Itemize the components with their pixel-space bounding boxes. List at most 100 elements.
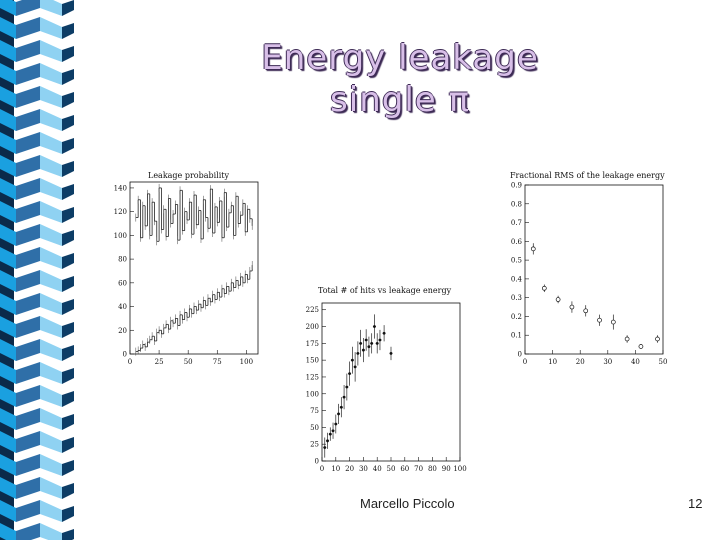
border-ribbon-light bbox=[40, 201, 62, 223]
border-ribbon-dark bbox=[16, 40, 40, 62]
plot-frame bbox=[321, 302, 461, 462]
border-ribbon-edge bbox=[62, 207, 74, 223]
y-tick-label: 0.8 bbox=[511, 200, 522, 208]
border-ribbon-left bbox=[0, 293, 16, 315]
border-ribbon-dark bbox=[16, 224, 40, 246]
border-ribbon-dark bbox=[16, 155, 40, 177]
border-ribbon-dark bbox=[16, 362, 40, 384]
border-ribbon-dark bbox=[16, 0, 40, 16]
border-ribbon-edge bbox=[62, 414, 74, 430]
fractional-rms-panel: Fractional RMS of the leakage energy 0 10 2… bbox=[485, 163, 690, 376]
x-tick-label: 90 bbox=[442, 465, 451, 473]
border-ribbon-edge bbox=[62, 299, 74, 315]
y-tick-label: 25 bbox=[310, 441, 319, 449]
x-tick-label: 0 bbox=[320, 465, 324, 473]
border-ribbon-dark bbox=[16, 477, 40, 499]
series-0 bbox=[135, 183, 253, 246]
border-ribbon-dark bbox=[16, 408, 40, 430]
border-ribbon-dark bbox=[16, 201, 40, 223]
border-ribbon-dark bbox=[16, 500, 40, 522]
border-ribbon-light bbox=[40, 178, 62, 200]
border-ribbon-light bbox=[40, 63, 62, 85]
y-tick-label: 0.9 bbox=[511, 182, 522, 190]
border-ribbon-light bbox=[40, 293, 62, 315]
x-tick-label: 80 bbox=[428, 465, 437, 473]
border-ribbon-dark bbox=[16, 316, 40, 338]
border-ribbon-light bbox=[40, 270, 62, 292]
x-tick-label: 30 bbox=[359, 465, 368, 473]
x-tick-label: 60 bbox=[400, 465, 409, 473]
border-ribbon-edge bbox=[62, 437, 74, 453]
y-tick-label: 0.5 bbox=[511, 257, 522, 265]
border-ribbon-edge bbox=[62, 23, 74, 39]
border-ribbon-edge bbox=[62, 161, 74, 177]
border-ribbon-left bbox=[0, 40, 16, 62]
data-point bbox=[530, 246, 536, 252]
y-tick-label: 225 bbox=[306, 306, 319, 314]
border-ribbon-light bbox=[40, 385, 62, 407]
border-ribbon-left bbox=[0, 63, 16, 85]
border-ribbon-left bbox=[0, 178, 16, 200]
border-ribbon-light bbox=[40, 339, 62, 361]
border-ribbon-left bbox=[0, 201, 16, 223]
border-ribbon-dark bbox=[16, 247, 40, 269]
border-ribbon-edge bbox=[62, 345, 74, 361]
x-tick-label: 40 bbox=[631, 358, 640, 366]
border-ribbon-left bbox=[0, 109, 16, 131]
chart-title: Leakage probability bbox=[148, 171, 229, 180]
border-ribbon-light bbox=[40, 454, 62, 476]
border-ribbon-light bbox=[40, 109, 62, 131]
data-point bbox=[638, 344, 644, 349]
border-ribbon-edge bbox=[62, 460, 74, 476]
border-ribbon-edge bbox=[62, 322, 74, 338]
data-point bbox=[610, 319, 616, 325]
border-ribbon-light bbox=[40, 247, 62, 269]
border-ribbon-light bbox=[40, 477, 62, 499]
border-ribbon-left bbox=[0, 224, 16, 246]
page-number: 12 bbox=[688, 496, 703, 511]
y-tick-label: 0 bbox=[518, 351, 522, 359]
y-tick-label: 75 bbox=[310, 407, 319, 415]
x-tick-label: 20 bbox=[345, 465, 354, 473]
data-point bbox=[382, 331, 386, 335]
data-point bbox=[555, 297, 561, 302]
data-point bbox=[373, 325, 376, 328]
border-ribbon-left bbox=[0, 408, 16, 430]
y-tick-label: 0.4 bbox=[511, 275, 523, 283]
border-ribbon-left bbox=[0, 362, 16, 384]
chart-title: Fractional RMS of the leakage energy bbox=[510, 171, 665, 180]
data-point bbox=[624, 336, 630, 342]
data-point bbox=[597, 317, 602, 323]
border-ribbon-light bbox=[40, 316, 62, 338]
y-tick-label: 0.3 bbox=[511, 294, 522, 302]
x-tick-label: 20 bbox=[576, 358, 585, 366]
data-point bbox=[350, 358, 354, 362]
data-point bbox=[655, 336, 660, 342]
y-tick-label: 20 bbox=[118, 327, 127, 335]
series-1 bbox=[135, 261, 253, 356]
data-point bbox=[375, 341, 379, 345]
x-tick-label: 40 bbox=[373, 465, 382, 473]
x-tick-label: 75 bbox=[213, 358, 222, 366]
border-ribbon-light bbox=[40, 408, 62, 430]
border-ribbon-dark bbox=[16, 270, 40, 292]
border-ribbon-edge bbox=[62, 46, 74, 62]
y-tick-label: 140 bbox=[114, 184, 127, 192]
data-point bbox=[328, 432, 332, 436]
border-ribbon-left bbox=[0, 270, 16, 292]
border-ribbon-edge bbox=[62, 391, 74, 407]
plot-frame bbox=[129, 181, 259, 355]
hits-vs-leakage-chart: Total # of hits vs leakage energy 0 10 20 30… bbox=[306, 286, 467, 473]
slide-title: Energy leakage bbox=[261, 38, 539, 78]
y-tick-label: 100 bbox=[306, 390, 319, 398]
data-point bbox=[348, 372, 351, 375]
border-ribbon-light bbox=[40, 362, 62, 384]
x-tick-label: 10 bbox=[331, 465, 340, 473]
x-tick-label: 50 bbox=[659, 358, 668, 366]
y-tick-label: 175 bbox=[306, 340, 319, 348]
y-tick-label: 200 bbox=[306, 323, 319, 331]
data-point bbox=[583, 308, 589, 314]
border-ribbon-edge bbox=[62, 138, 74, 154]
border-ribbon-light bbox=[40, 431, 62, 453]
